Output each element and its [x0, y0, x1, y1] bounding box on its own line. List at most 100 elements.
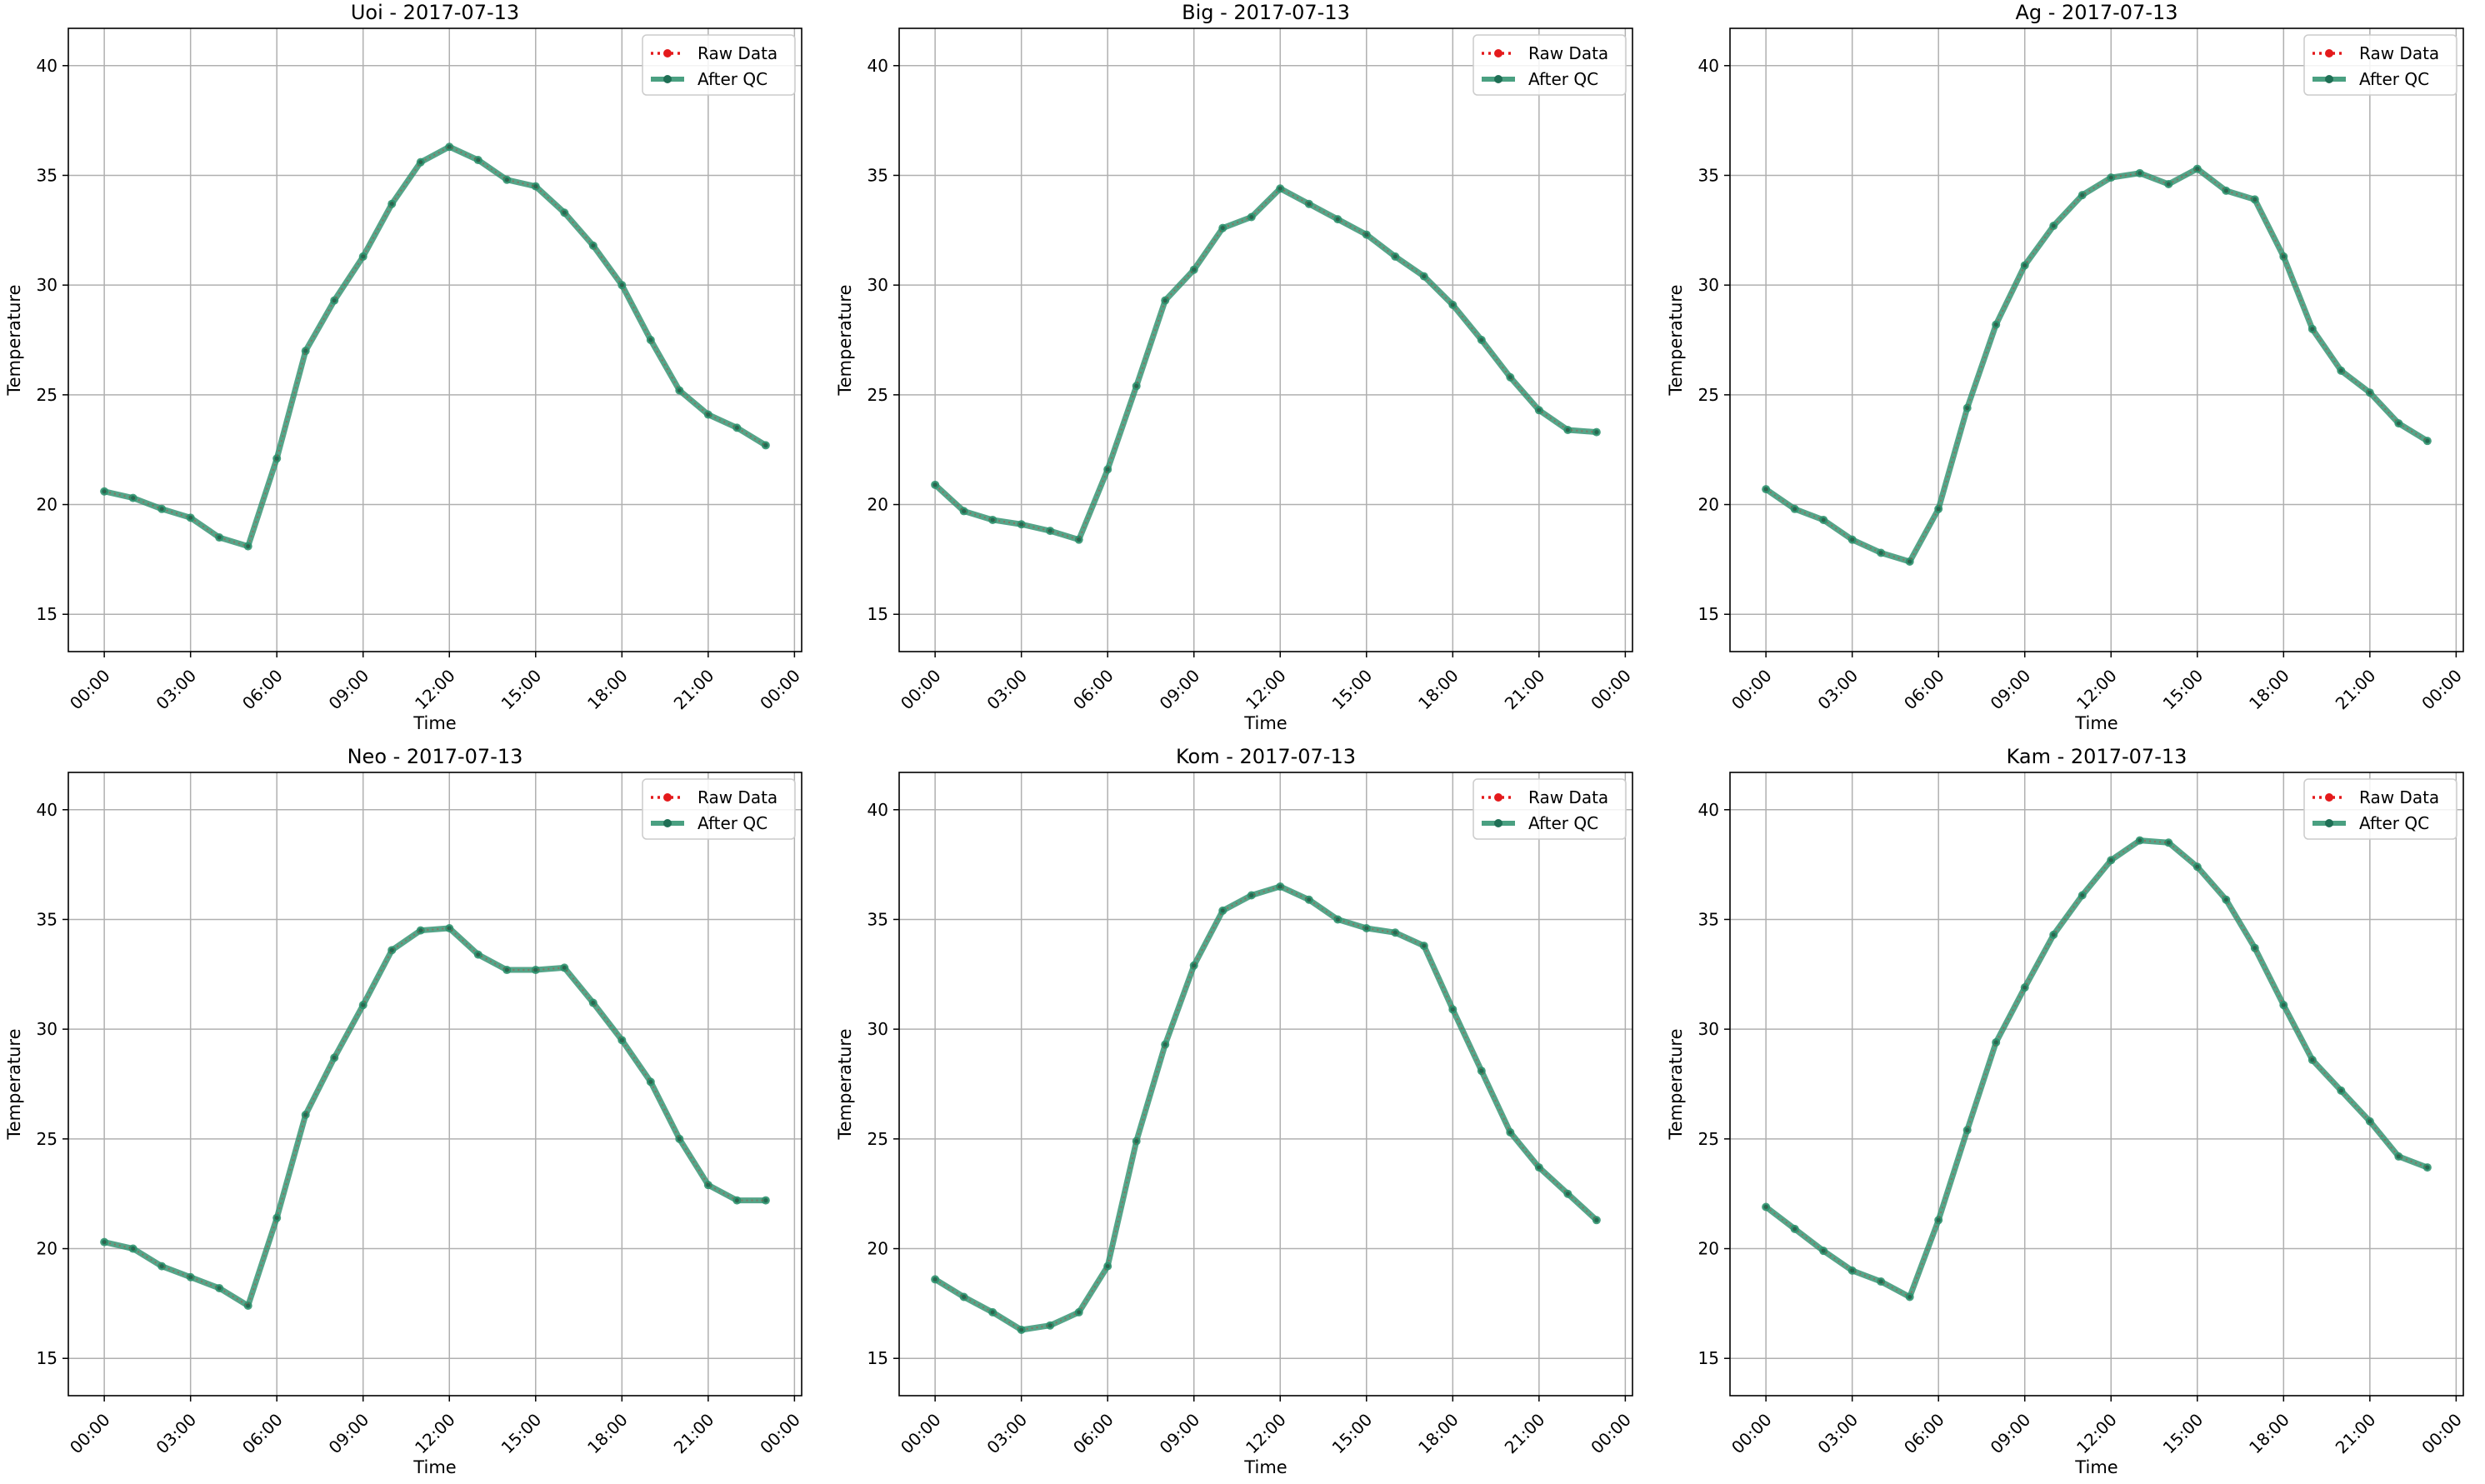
x-tick-label: 00:00	[2418, 1410, 2466, 1458]
point-raw-data	[1249, 215, 1254, 220]
series-line-after-qc	[932, 883, 1600, 1333]
y-tick-label: 30	[1698, 1019, 1719, 1039]
point-raw-data	[274, 1216, 279, 1221]
chart-title: Uoi - 2017-07-13	[351, 1, 519, 24]
point-raw-data	[2396, 421, 2401, 426]
legend-marker-raw-data	[2325, 793, 2333, 802]
x-tick-label: 06:00	[238, 666, 287, 714]
point-raw-data	[1048, 528, 1052, 533]
subplot-5: Kom - 2017-07-13 00:00 03:00 06:00 09:00 12:0…	[835, 745, 1635, 1477]
point-raw-data	[2425, 438, 2430, 443]
x-tick-label: 00:00	[897, 666, 945, 714]
x-tick-label: 00:00	[66, 666, 114, 714]
legend-label-raw-data: Raw Data	[1528, 787, 1608, 807]
point-raw-data	[2022, 985, 2028, 990]
x-tick-label: 18:00	[2245, 666, 2293, 714]
series-line-after-qc	[1762, 166, 2431, 565]
point-raw-data	[2252, 197, 2258, 202]
point-raw-data	[1965, 1127, 1970, 1132]
x-tick-label: 03:00	[982, 666, 1031, 714]
point-raw-data	[1307, 202, 1312, 207]
point-raw-data	[1763, 487, 1768, 492]
point-raw-data	[990, 517, 995, 522]
point-raw-data	[2368, 390, 2372, 395]
y-axis-label: Temperature	[4, 284, 24, 396]
y-axis-label: Temperature	[1666, 284, 1686, 396]
chart-title: Kam - 2017-07-13	[2007, 745, 2188, 768]
subplot-4: Neo - 2017-07-13 00:00 03:00 06:00 09:00 12:0…	[4, 745, 804, 1477]
x-tick-label: 09:00	[325, 666, 373, 714]
x-tick-label: 03:00	[152, 666, 200, 714]
point-raw-data	[1479, 337, 1484, 342]
point-raw-data	[2310, 327, 2315, 332]
point-raw-data	[932, 482, 938, 487]
point-raw-data	[1105, 467, 1110, 472]
point-raw-data	[1450, 1007, 1455, 1012]
point-raw-data	[2080, 892, 2085, 897]
point-raw-data	[2138, 171, 2142, 176]
point-raw-data	[1993, 322, 1998, 327]
y-tick-label: 40	[37, 800, 58, 820]
series-line-after-qc	[101, 143, 769, 550]
point-raw-data	[504, 177, 509, 182]
point-raw-data	[1019, 522, 1024, 527]
x-tick-label: 00:00	[756, 1410, 804, 1458]
y-tick-label: 25	[1698, 1129, 1719, 1149]
x-axis-label: Time	[412, 1457, 456, 1477]
x-tick-label: 21:00	[670, 1410, 718, 1458]
x-tick-label: 21:00	[2332, 1410, 2380, 1458]
x-tick-label: 06:00	[1900, 1410, 1948, 1458]
point-raw-data	[533, 967, 538, 972]
point-raw-data	[1422, 943, 1427, 948]
y-tick-label: 25	[868, 385, 888, 405]
legend-marker-after-qc	[663, 75, 672, 83]
x-tick-label: 06:00	[1069, 666, 1118, 714]
point-raw-data	[2223, 188, 2228, 193]
axes-frame	[68, 772, 802, 1397]
point-raw-data	[1105, 1264, 1110, 1269]
x-tick-label: 06:00	[1069, 1410, 1118, 1458]
point-raw-data	[1965, 406, 1970, 411]
y-tick-label: 15	[1698, 1348, 1719, 1368]
y-tick-label: 25	[868, 1129, 888, 1149]
point-raw-data	[332, 1055, 337, 1060]
point-raw-data	[274, 456, 279, 461]
x-tick-label: 21:00	[1501, 1410, 1549, 1458]
x-tick-label: 06:00	[1900, 666, 1948, 714]
x-tick-label: 12:00	[1242, 1410, 1290, 1458]
legend: Raw Data After QC	[1472, 778, 1627, 840]
point-raw-data	[2108, 175, 2113, 180]
point-raw-data	[2338, 368, 2343, 373]
point-raw-data	[361, 254, 366, 259]
subplot-1: Uoi - 2017-07-13 00:00 03:00 06:00 09:00 12:0…	[4, 1, 804, 733]
y-axis-label: Temperature	[1666, 1028, 1686, 1140]
point-raw-data	[1993, 1040, 1998, 1045]
y-tick-label: 40	[1698, 56, 1719, 76]
x-tick-label: 12:00	[2072, 1410, 2121, 1458]
point-raw-data	[2338, 1088, 2343, 1093]
point-raw-data	[734, 425, 739, 430]
point-raw-data	[1392, 930, 1398, 935]
point-raw-data	[962, 508, 967, 513]
point-raw-data	[1249, 892, 1254, 897]
point-raw-data	[2195, 167, 2200, 172]
point-raw-data	[102, 489, 107, 494]
y-tick-label: 15	[868, 1348, 888, 1368]
x-tick-label: 15:00	[498, 1410, 546, 1458]
point-raw-data	[591, 243, 596, 248]
point-raw-data	[1392, 254, 1398, 259]
legend-marker-after-qc	[1494, 819, 1502, 827]
x-tick-label: 18:00	[1414, 666, 1462, 714]
point-raw-data	[1364, 232, 1369, 237]
y-tick-label: 35	[1698, 909, 1719, 929]
point-raw-data	[1422, 274, 1427, 279]
point-raw-data	[2166, 840, 2171, 845]
point-raw-data	[188, 515, 193, 520]
legend-marker-raw-data	[663, 49, 672, 57]
point-raw-data	[1278, 186, 1282, 191]
point-raw-data	[361, 1002, 366, 1007]
y-tick-label: 40	[868, 800, 888, 820]
point-raw-data	[418, 928, 423, 933]
point-raw-data	[504, 967, 509, 972]
x-tick-label: 09:00	[1156, 666, 1204, 714]
